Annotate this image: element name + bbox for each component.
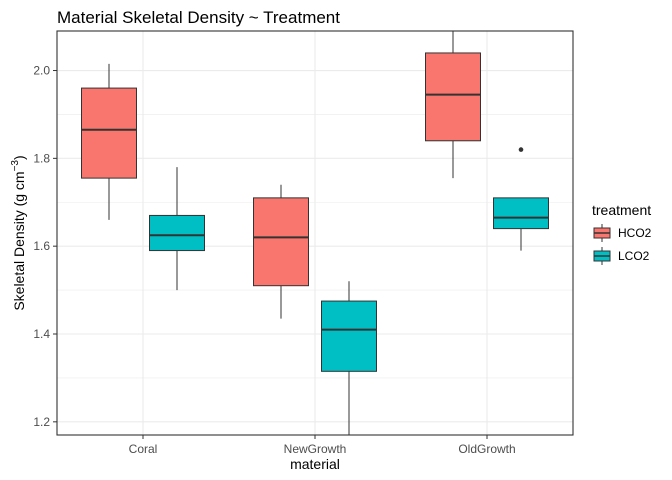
y-axis: 1.2 1.4 1.6 1.8 2.0 [33,64,57,429]
box-series [81,31,549,435]
y-axis-title-superscript: −3 [10,160,21,172]
legend-item-hco2: HCO2 [592,223,652,243]
box-lco2-oldgrowth [493,147,549,251]
y-axis-title-close: ) [11,155,27,160]
box-body [493,197,549,230]
y-axis-title: Skeletal Density (g cm−3) [10,155,27,310]
box-lco2-newgrowth [321,281,377,435]
box-body [149,214,205,252]
y-tick-label: 2.0 [33,64,50,78]
legend-label: HCO2 [618,226,652,240]
box-hco2-oldgrowth [425,31,481,179]
y-tick-label: 1.8 [33,151,50,165]
x-axis-title: material [290,456,340,472]
legend: treatment HCO2 LCO2 [592,202,652,266]
plot-panel [56,30,574,436]
x-axis: Coral NewGrowth OldGrowth [129,435,516,456]
y-tick-label: 1.6 [33,239,50,253]
box-body [321,300,377,372]
legend-label: LCO2 [618,249,650,263]
box-body [253,197,309,287]
outlier-point [518,147,524,152]
x-tick-label: OldGrowth [458,442,515,456]
y-tick-label: 1.4 [33,327,50,341]
legend-item-lco2: LCO2 [592,246,650,266]
box-lco2-coral [149,167,205,291]
legend-title: treatment [592,202,651,218]
box-body [81,87,137,179]
y-tick-label: 1.2 [33,415,50,429]
box-body [425,52,481,142]
y-axis-title-main: Skeletal Density (g cm [11,171,27,310]
grid-lines [57,31,573,435]
box-hco2-newgrowth [253,184,309,319]
x-tick-label: NewGrowth [284,442,347,456]
chart-title: Material Skeletal Density ~ Treatment [57,8,340,27]
x-tick-label: Coral [129,442,158,456]
box-hco2-coral [81,63,137,220]
